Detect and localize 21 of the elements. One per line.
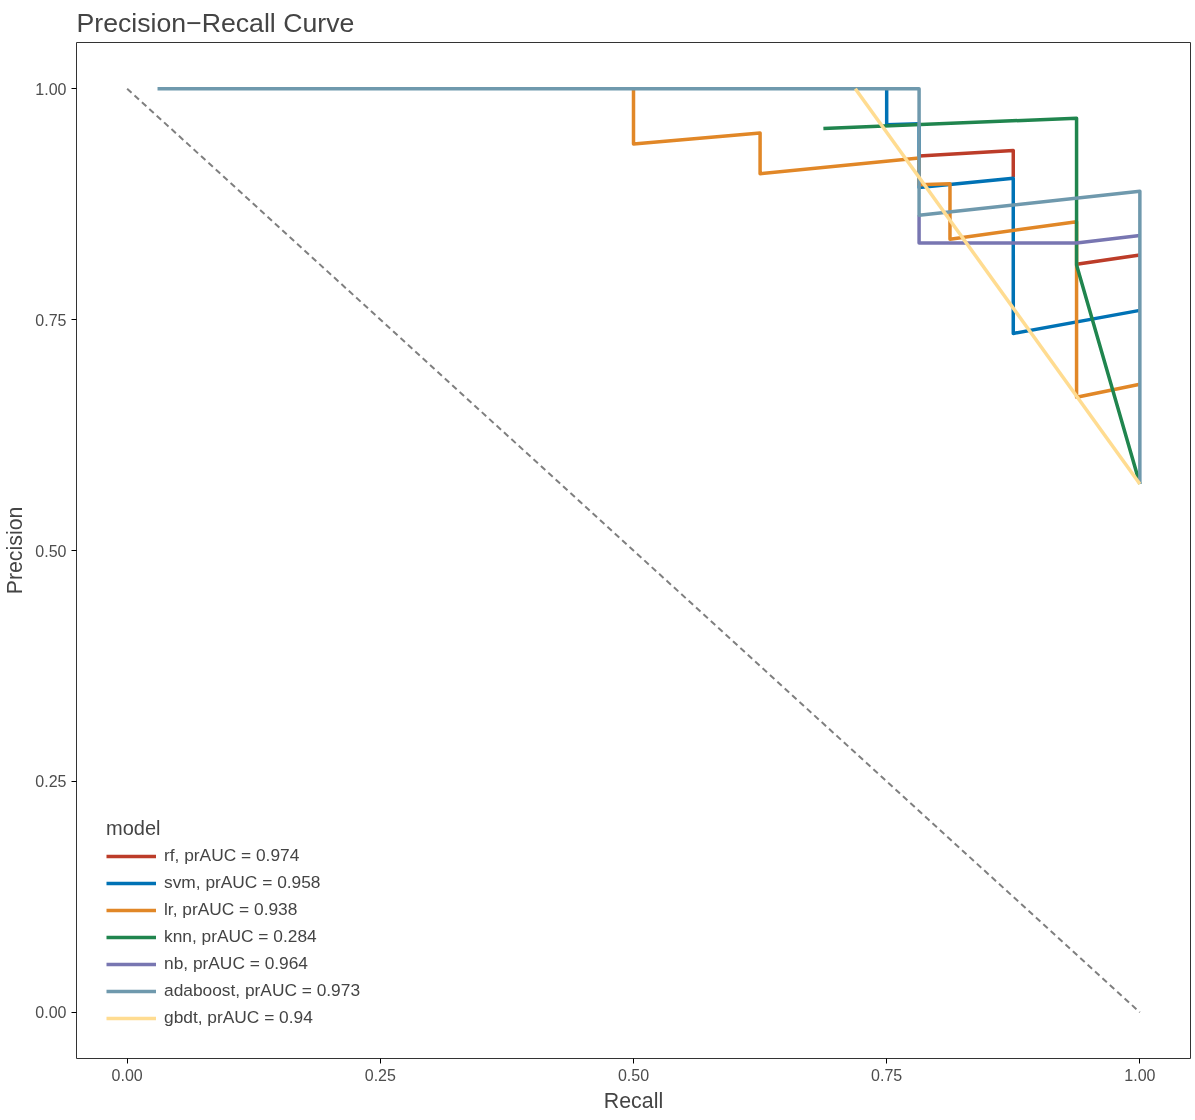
x-axis-title: Recall	[603, 1088, 664, 1113]
y-tick-label: 0.50	[35, 542, 67, 560]
legend-label: knn, prAUC = 0.284	[164, 926, 317, 947]
legend-label: svm, prAUC = 0.958	[164, 872, 321, 893]
x-tick-label: 0.50	[617, 1066, 650, 1084]
y-tick-label: 0.00	[35, 1004, 67, 1022]
x-tick-label: 0.00	[111, 1066, 143, 1084]
y-tick-label: 0.25	[35, 773, 67, 791]
y-axis-title: Precision	[3, 506, 28, 595]
legend-label: adaboost, prAUC = 0.973	[164, 980, 361, 1001]
x-tick-label: 1.00	[1124, 1066, 1156, 1084]
y-tick-label: 0.75	[35, 311, 67, 329]
legend-title: model	[106, 817, 162, 840]
legend-label: gbdt, prAUC = 0.94	[164, 1007, 313, 1028]
legend-label: nb, prAUC = 0.964	[164, 953, 309, 974]
y-tick-label: 1.00	[35, 80, 67, 98]
legend-label: lr, prAUC = 0.938	[164, 899, 298, 920]
legend-label: rf, prAUC = 0.974	[164, 845, 300, 866]
chart-title: Precision−Recall Curve	[76, 7, 355, 38]
x-tick-label: 0.25	[364, 1066, 396, 1084]
x-tick-label: 0.75	[871, 1066, 903, 1084]
